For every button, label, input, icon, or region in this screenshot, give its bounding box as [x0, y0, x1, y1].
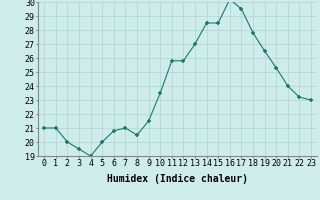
- X-axis label: Humidex (Indice chaleur): Humidex (Indice chaleur): [107, 174, 248, 184]
